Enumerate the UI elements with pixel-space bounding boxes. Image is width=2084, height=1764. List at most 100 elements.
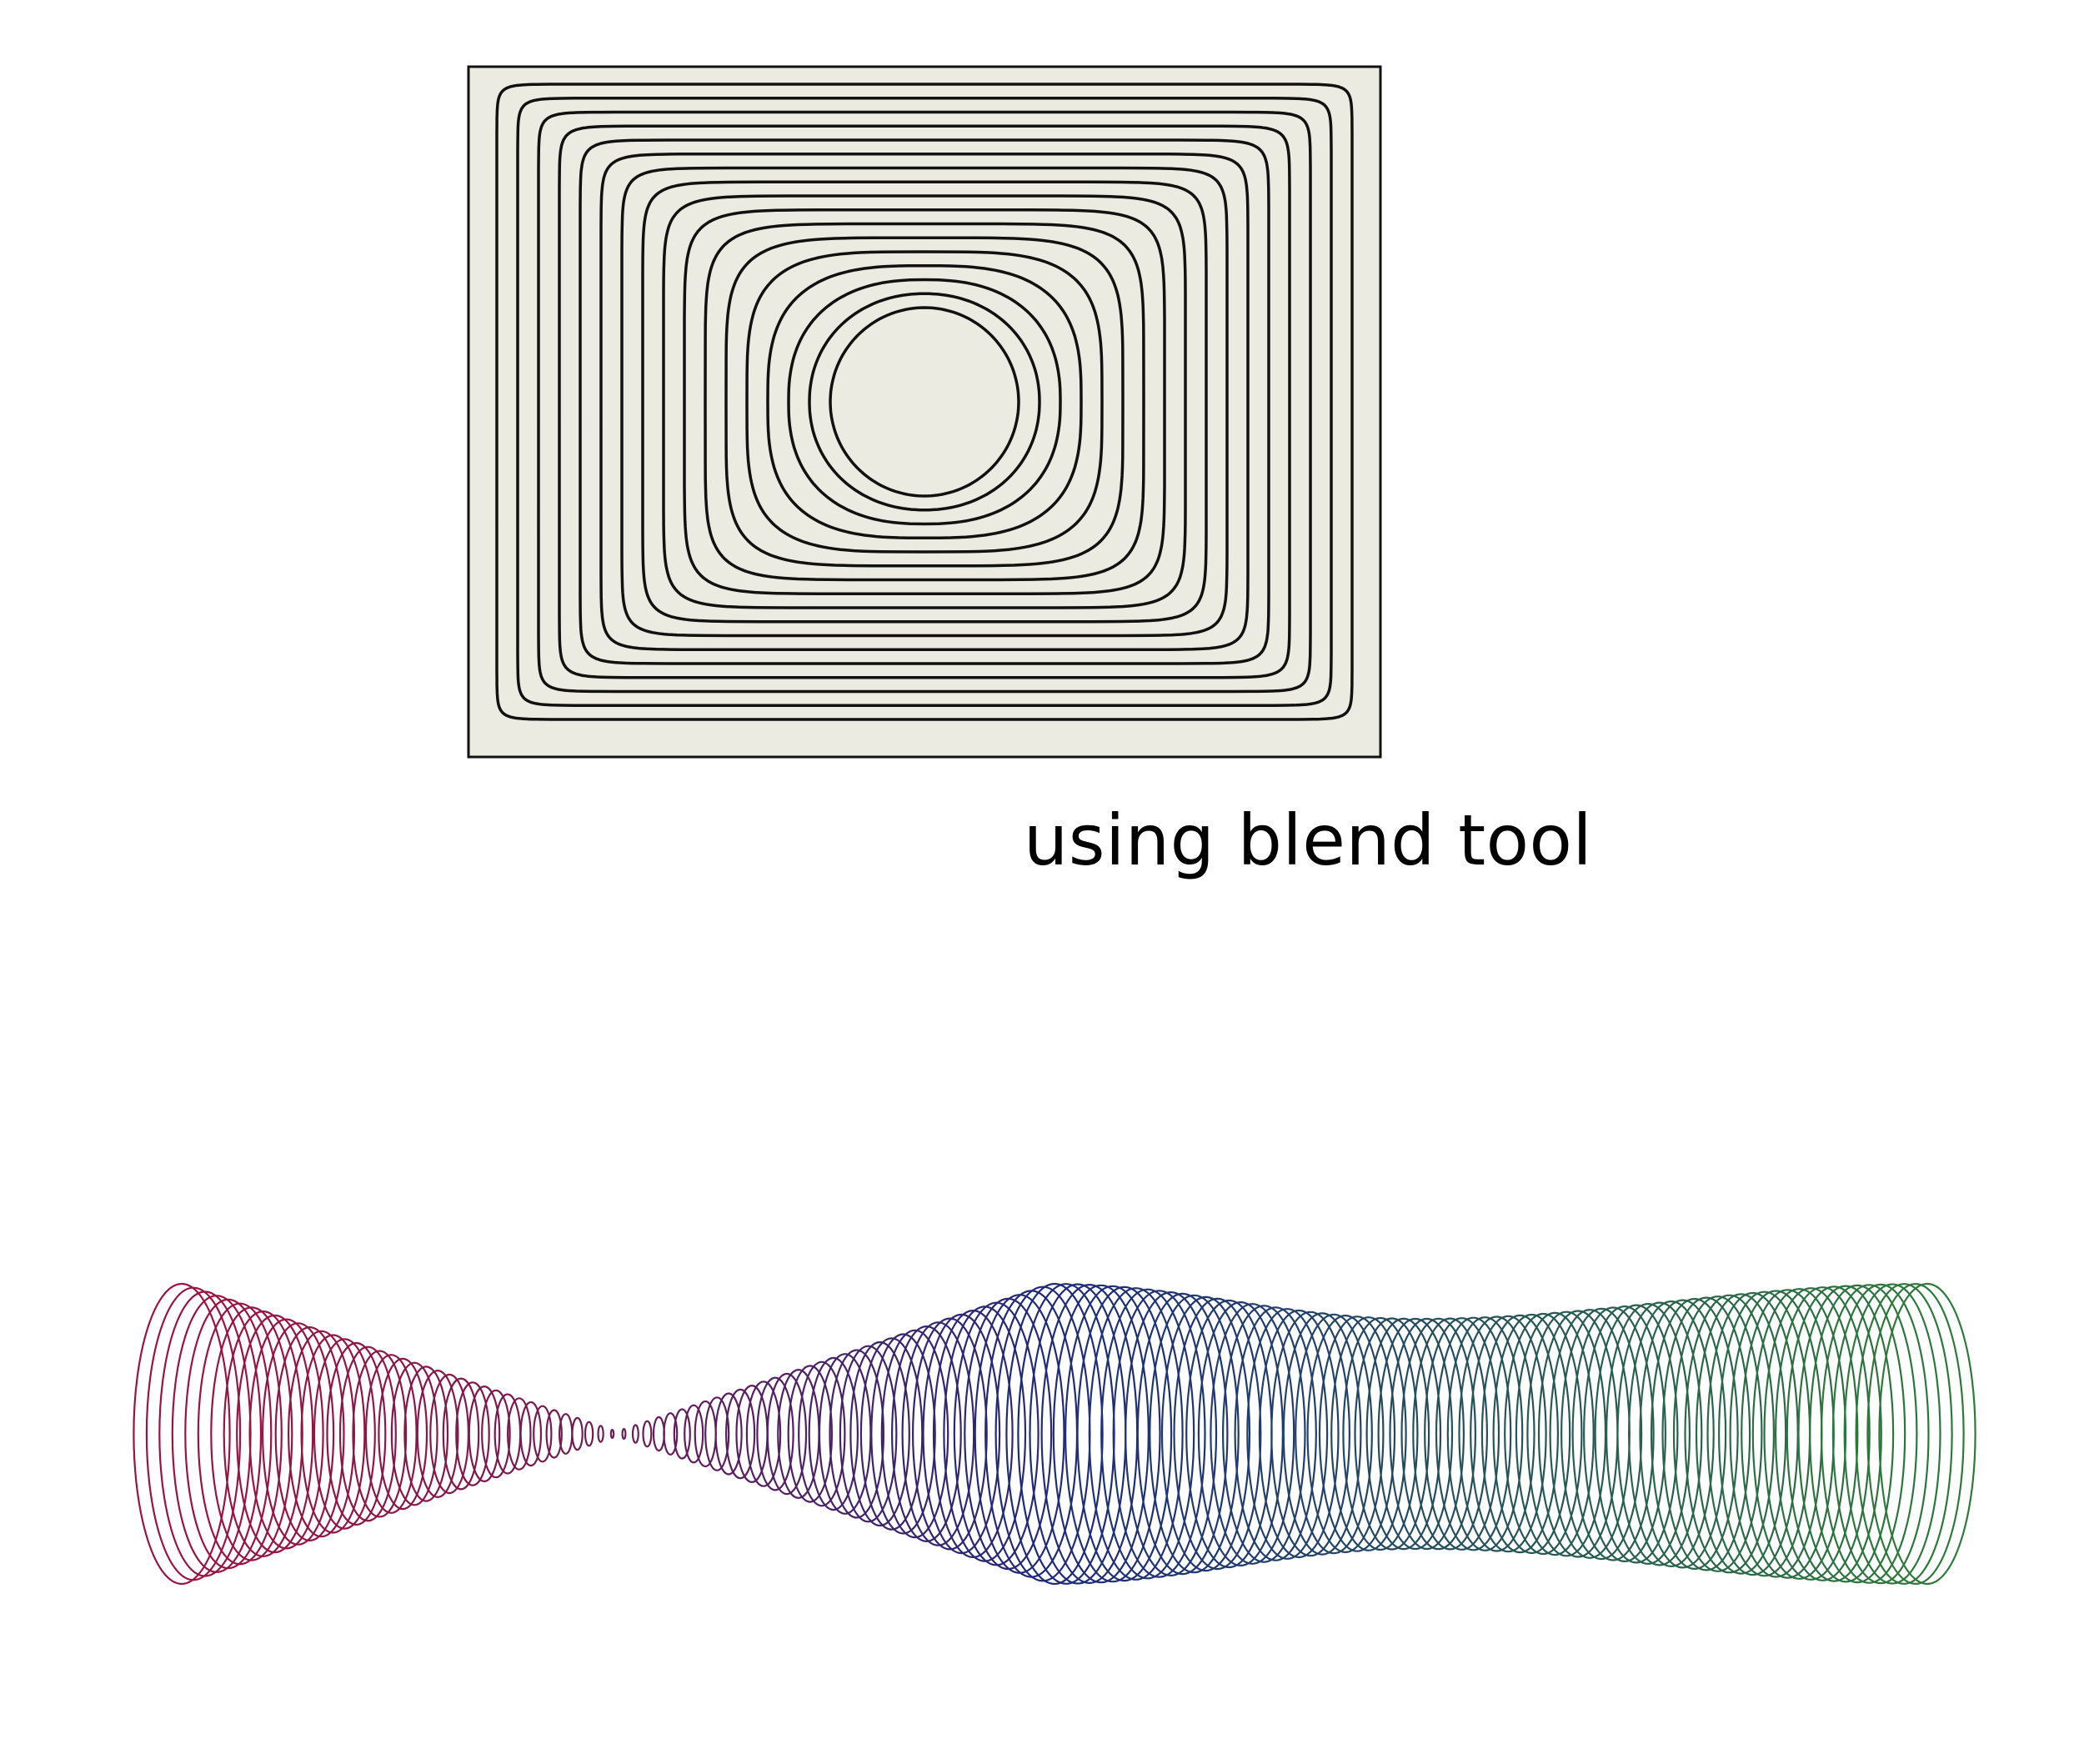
blend-ellipse xyxy=(378,1357,428,1511)
blend-ellipse xyxy=(724,1388,756,1480)
blend-ellipse xyxy=(932,1309,1014,1558)
blend-ellipse xyxy=(1684,1294,1776,1574)
blend-ellipse xyxy=(1627,1300,1715,1567)
blend-ellipse xyxy=(704,1396,730,1471)
blend-ellipse xyxy=(1088,1287,1184,1581)
blend-ellipse xyxy=(1354,1317,1430,1551)
blend-ellipse xyxy=(1210,1303,1295,1565)
blend-ellipse xyxy=(943,1305,1027,1562)
blend-ellipse xyxy=(798,1361,846,1507)
blend-ellipse xyxy=(338,1346,397,1522)
blend-ellipse xyxy=(210,1306,293,1561)
blend-ellipse xyxy=(1820,1284,1918,1584)
blend-ellipse xyxy=(571,1416,584,1451)
blend-contour xyxy=(808,292,1041,512)
blend-ellipse xyxy=(248,1318,324,1550)
blend-ellipse xyxy=(1160,1295,1251,1572)
blend-ellipse xyxy=(262,1322,335,1546)
blend-ellipse xyxy=(1571,1306,1655,1561)
blend-ellipse xyxy=(313,1338,376,1530)
blend-ellipse xyxy=(922,1313,1001,1555)
blend-ellipse xyxy=(519,1401,543,1467)
blend-ellipse xyxy=(300,1334,366,1534)
blend-contour xyxy=(745,250,1104,554)
blend-ellipse xyxy=(1504,1312,1583,1556)
blend-contour xyxy=(641,180,1208,624)
blend-ellipse xyxy=(756,1376,794,1491)
blend-ellipse xyxy=(1389,1317,1465,1551)
blend-ellipse xyxy=(506,1397,532,1471)
blend-ellipse xyxy=(1639,1299,1727,1569)
blend-ellipse xyxy=(1052,1284,1150,1584)
blend-ellipse xyxy=(545,1409,563,1459)
blend-ellipse xyxy=(1005,1282,1104,1586)
blend-contour xyxy=(599,153,1250,652)
blend-ellipse xyxy=(1786,1285,1882,1582)
blend-ellipse xyxy=(133,1282,231,1586)
inner-circle xyxy=(829,306,1020,498)
blend-ellipse xyxy=(1855,1283,1953,1585)
blend-ellipse xyxy=(901,1321,975,1546)
blend-ellipse xyxy=(1774,1286,1871,1581)
blend-ellipse xyxy=(1650,1297,1739,1570)
blend-ellipse xyxy=(1809,1284,1906,1584)
blend-ellipse xyxy=(745,1381,782,1487)
blend-ellipse xyxy=(584,1421,594,1447)
blend-ellipse xyxy=(1878,1282,1976,1586)
blend-ellipse xyxy=(1492,1313,1571,1555)
blend-ellipse xyxy=(684,1404,704,1464)
blend-ellipse xyxy=(609,1428,615,1439)
blend-contour xyxy=(579,138,1270,665)
blend-contour xyxy=(620,166,1229,638)
blend-ellipse xyxy=(1342,1316,1419,1551)
blend-ellipse xyxy=(1661,1296,1751,1571)
blend-contour xyxy=(558,124,1291,679)
blend-ellipse xyxy=(1751,1288,1847,1580)
blend-ellipse xyxy=(455,1381,490,1486)
blend-ellipse xyxy=(533,1405,553,1463)
blend-ellipse xyxy=(1365,1317,1442,1551)
blend-ellipse xyxy=(766,1372,808,1496)
rectangle-circle-blend-illustration xyxy=(467,65,1382,759)
blend-ellipse xyxy=(288,1330,356,1538)
blend-ellipse xyxy=(1136,1292,1229,1576)
blend-ellipse xyxy=(274,1326,345,1541)
blend-ellipse xyxy=(890,1325,962,1542)
blend-ellipse xyxy=(1695,1293,1787,1575)
blend-ellipse xyxy=(184,1298,273,1570)
blend-ellipse xyxy=(1560,1307,1643,1561)
blend-ellipse xyxy=(631,1424,639,1444)
blend-ellipse xyxy=(364,1354,418,1514)
blend-ellipse xyxy=(326,1341,387,1526)
blend-ellipse xyxy=(1222,1305,1306,1563)
blend-ellipse xyxy=(468,1385,501,1482)
blend-ellipse xyxy=(663,1412,679,1456)
blend-ellipse xyxy=(859,1337,924,1531)
blend-ellipse xyxy=(1435,1316,1512,1551)
blend-ellipse xyxy=(1125,1290,1218,1576)
blend-ellipse xyxy=(1470,1315,1547,1553)
blend-ellipse xyxy=(1412,1317,1488,1551)
blend-ellipse xyxy=(1234,1306,1317,1561)
blend-ellipse xyxy=(1594,1304,1679,1564)
blend-contour xyxy=(495,83,1354,721)
blend-ellipse xyxy=(1076,1285,1173,1582)
blend-ellipse xyxy=(1149,1294,1240,1574)
blend-ellipse xyxy=(1270,1310,1350,1557)
blend-tool-caption: using blend tool xyxy=(1024,799,1593,881)
blend-ellipse xyxy=(1526,1310,1607,1557)
blend-contour xyxy=(787,278,1062,526)
color-ellipse-blend-illustration xyxy=(133,1282,1976,1586)
blend-ellipse xyxy=(787,1365,834,1503)
blend-ellipse xyxy=(808,1356,859,1511)
blend-ellipse xyxy=(1616,1301,1703,1566)
blend-contour xyxy=(537,110,1312,694)
blend-contour xyxy=(662,194,1187,609)
blend-ellipse xyxy=(880,1329,949,1539)
blend-ellipse xyxy=(1377,1317,1454,1551)
blend-ellipse xyxy=(849,1341,910,1527)
blend-ellipse xyxy=(1282,1312,1362,1556)
blend-ellipse xyxy=(1100,1288,1195,1580)
blend-ellipse xyxy=(1400,1317,1477,1551)
